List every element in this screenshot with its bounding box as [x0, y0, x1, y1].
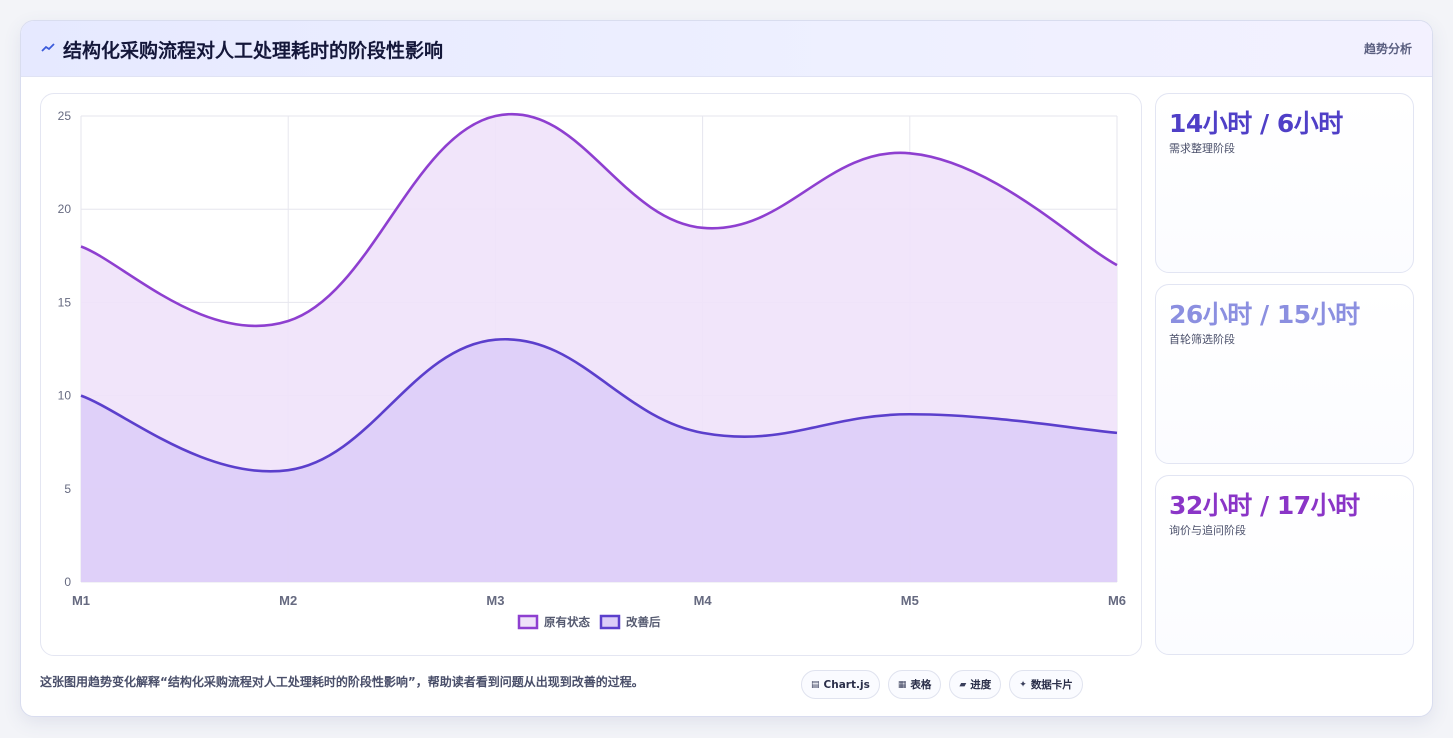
header-tag: 趋势分析 [1363, 42, 1412, 56]
page-title: 结构化采购流程对人工处理耗时的阶段性影响 [63, 40, 444, 62]
chip-progress[interactable]: ▰ 进度 [949, 670, 1002, 699]
x-tick-label: M5 [901, 593, 919, 608]
sparkle-icon: ✦ [1019, 679, 1027, 690]
x-tick-label: M2 [279, 593, 297, 608]
series-area [81, 339, 1117, 582]
y-tick-label: 0 [64, 575, 71, 589]
card-header: 结构化采购流程对人工处理耗时的阶段性影响 趋势分析 [21, 21, 1432, 77]
legend-swatch [517, 614, 539, 630]
x-tick-label: M3 [486, 593, 504, 608]
stat-card: 26小时 / 15小时 首轮筛选阶段 [1155, 284, 1414, 464]
y-tick-label: 5 [64, 482, 71, 496]
chip-label: Chart.js [823, 678, 870, 691]
stat-value: 14小时 / 6小时 [1169, 109, 1343, 138]
dashboard-card: 结构化采购流程对人工处理耗时的阶段性影响 趋势分析 0 5 10 15 20 25 M1 M2… [20, 20, 1433, 717]
x-tick-label: M4 [694, 593, 713, 608]
chart-panel: 0 5 10 15 20 25 M1 M2 M3 M4 M5 M6 原有状态 改善后 [40, 93, 1142, 656]
legend-label: 原有状态 [544, 615, 590, 629]
chip-label: 表格 [910, 679, 932, 691]
chip-data-card[interactable]: ✦ 数据卡片 [1009, 670, 1083, 699]
table-icon: ▦ [897, 679, 907, 690]
stat-label: 需求整理阶段 [1169, 142, 1235, 155]
y-tick-label: 20 [58, 202, 72, 216]
progress-icon: ▰ [959, 679, 967, 690]
trend-line-icon [41, 39, 57, 57]
series-line [80, 337, 1118, 473]
tech-chips: ▤ Chart.js ▦ 表格 ▰ 进度 ✦ 数据卡片 [801, 670, 1083, 700]
stat-card: 14小时 / 6小时 需求整理阶段 [1155, 93, 1414, 273]
y-tick-label: 10 [58, 389, 72, 403]
y-tick-label: 15 [58, 295, 72, 309]
chip-chartjs[interactable]: ▤ Chart.js [801, 670, 880, 699]
legend-label: 改善后 [626, 615, 661, 629]
stat-label: 询价与追问阶段 [1169, 524, 1246, 537]
chip-label: 数据卡片 [1030, 679, 1073, 691]
x-tick-label: M1 [72, 593, 90, 608]
x-tick-label: M6 [1108, 593, 1126, 608]
stat-value: 32小时 / 17小时 [1169, 491, 1360, 520]
area-chart: 0 5 10 15 20 25 M1 M2 M3 M4 M5 M6 原有状态 改善后 [58, 109, 1126, 630]
chip-table[interactable]: ▦ 表格 [887, 670, 942, 699]
series-line [80, 112, 1118, 328]
stat-card: 32小时 / 17小时 询价与追问阶段 [1155, 475, 1414, 655]
chart-icon: ▤ [811, 679, 820, 690]
stat-value: 26小时 / 15小时 [1169, 300, 1360, 329]
chip-label: 进度 [970, 679, 992, 691]
legend-swatch [599, 614, 621, 630]
stat-label: 首轮筛选阶段 [1169, 333, 1235, 346]
y-tick-label: 25 [58, 109, 72, 123]
chart-description: 这张图用趋势变化解释“结构化采购流程对人工处理耗时的阶段性影响”，帮助读者看到问… [40, 675, 644, 689]
